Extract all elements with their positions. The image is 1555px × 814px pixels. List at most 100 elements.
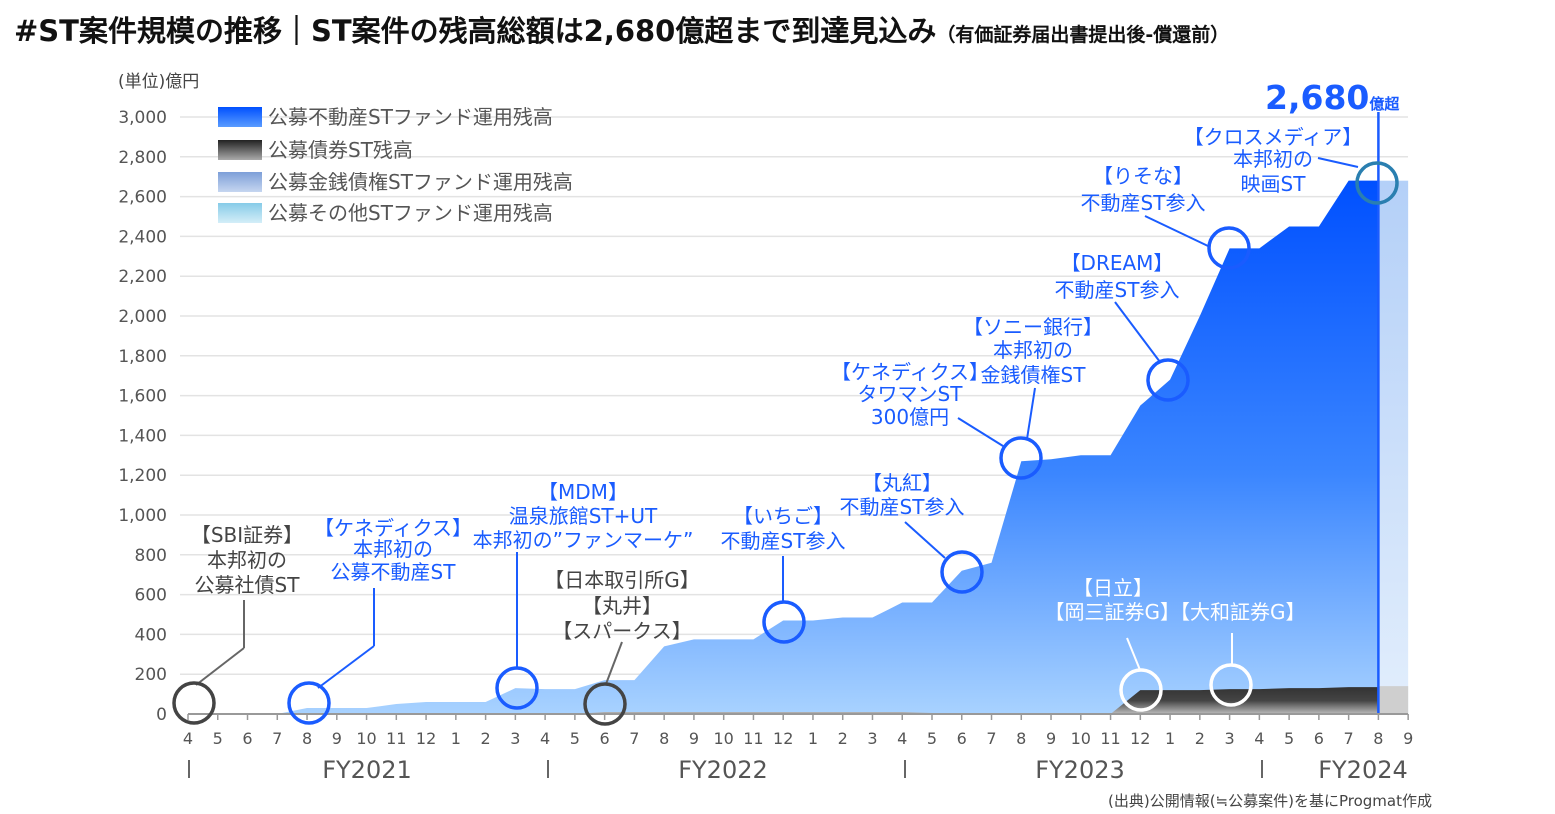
annotation-text: 【MDM】 <box>538 480 628 504</box>
annotation-text: 不動産ST参入 <box>840 495 965 519</box>
annotation-text: 【丸紅】 <box>862 471 942 495</box>
annotation-circle-marker <box>940 550 984 594</box>
annotation-leader <box>1144 215 1209 247</box>
annotation-leader <box>1126 637 1141 671</box>
annotation-text: 【クロスメディア】 <box>1184 125 1363 149</box>
annotation-text: 金銭債権ST <box>981 363 1087 387</box>
x-tick-label: 6 <box>600 729 610 748</box>
x-tick-label: 10 <box>714 729 734 748</box>
annotation-text: 温泉旅館ST+UT <box>509 504 658 528</box>
y-tick-label: 1,600 <box>118 387 167 407</box>
annotation-text: 【ケネディクス】 <box>314 516 472 540</box>
annotation-leader <box>317 645 375 689</box>
x-tick-label: 11 <box>386 729 406 748</box>
annotation-text: 【りそな】 <box>1093 164 1193 188</box>
legend-swatch <box>218 140 262 160</box>
y-tick-label: 2,800 <box>118 148 167 168</box>
page-title: #ST案件規模の推移｜ST案件の残高総額は2,680億超まで到達見込み（有価証券… <box>14 8 1229 50</box>
highlight-value: 2,680 <box>1265 78 1369 117</box>
x-tick-label: 12 <box>416 729 436 748</box>
x-tick-label: 9 <box>689 729 699 748</box>
annotation-circle-marker <box>1207 226 1251 270</box>
annotation-text: 300億円 <box>871 405 949 429</box>
annotation-circle-marker <box>1355 161 1399 205</box>
x-tick-label: 9 <box>1046 729 1056 748</box>
y-tick-label: 2,400 <box>118 227 167 247</box>
y-tick-label: 1,400 <box>118 426 167 446</box>
annotation-circle-marker <box>1119 668 1163 712</box>
x-tick-label: 4 <box>183 729 193 748</box>
annotation-text: 【日立】 <box>1073 576 1153 600</box>
x-tick-label: 7 <box>1344 729 1354 748</box>
y-tick-label: 2,600 <box>118 188 167 208</box>
y-tick-label: 1,200 <box>118 466 167 486</box>
x-tick-label: 11 <box>1100 729 1120 748</box>
annotation-leader <box>605 641 623 685</box>
x-tick-label: 8 <box>1373 729 1383 748</box>
annotation-text: 不動産ST参入 <box>1081 191 1206 215</box>
annotation-circle-marker <box>172 681 216 725</box>
x-tick-label: 8 <box>1016 729 1026 748</box>
title-sub: （有価証券届出書提出後-償還前） <box>936 24 1230 46</box>
annotation-leader <box>1317 157 1359 168</box>
title-main: #ST案件規模の推移｜ST案件の残高総額は2,680億超まで到達見込み <box>14 14 937 48</box>
x-tick-label: 2 <box>481 729 491 748</box>
annotation-circle-marker <box>1209 663 1253 707</box>
x-tick-label: 2 <box>838 729 848 748</box>
annotation-leader <box>904 521 946 559</box>
annotation-text: 【いちご】 <box>733 504 833 528</box>
annotation-text: 公募不動産ST <box>331 560 457 584</box>
x-tick-label: 8 <box>659 729 669 748</box>
annotation-text: 【日本取引所G】 <box>544 568 700 592</box>
annotation-text: 【ケネディクス】 <box>831 360 989 384</box>
x-tick-label: 11 <box>743 729 763 748</box>
x-tick-label: 5 <box>570 729 580 748</box>
y-tick-label: 2,200 <box>118 267 167 287</box>
legend-swatch <box>218 107 262 127</box>
forecast-area <box>1378 180 1409 714</box>
x-tick-label: 8 <box>302 729 312 748</box>
annotation-circle-marker <box>287 681 331 725</box>
legend-label: 公募債券ST残高 <box>268 138 413 162</box>
annotation-circle-marker <box>495 666 539 710</box>
annotation-text: 映画ST <box>1241 172 1307 196</box>
highlight-total: 2,680億超 <box>1265 78 1400 117</box>
annotation-circle-marker <box>999 436 1043 480</box>
y-axis-label: (単位)億円 <box>118 72 199 92</box>
x-tick-label: 7 <box>272 729 282 748</box>
x-tick-label: 10 <box>1071 729 1091 748</box>
annotation-text: 【ソニー銀行】 <box>963 315 1103 339</box>
annotation-text: 【岡三証券G】【大和証券G】 <box>1045 600 1306 624</box>
annotation-text: 本邦初の”ファンマーケ” <box>473 528 694 552</box>
source-note: (出典)公開情報(≒公募案件)を基にProgmat作成 <box>1108 792 1432 810</box>
x-tick-label: 9 <box>332 729 342 748</box>
x-tick-label: 3 <box>510 729 520 748</box>
annotation-text: 【SBI証券】 <box>191 523 303 547</box>
x-tick-label: 9 <box>1403 729 1413 748</box>
fiscal-year-label: FY2024 <box>1318 756 1408 784</box>
legend-swatch <box>218 172 262 192</box>
x-tick-label: 4 <box>540 729 550 748</box>
y-tick-label: 1,000 <box>118 506 167 526</box>
annotation-text: 本邦初の <box>207 548 287 572</box>
x-tick-label: 10 <box>356 729 376 748</box>
y-tick-label: 0 <box>156 705 167 725</box>
x-tick-label: 3 <box>867 729 877 748</box>
x-tick-label: 7 <box>986 729 996 748</box>
annotation-circle-marker <box>1146 358 1190 402</box>
forecast-bond-area <box>1378 686 1409 714</box>
x-tick-label: 6 <box>1314 729 1324 748</box>
fiscal-year-label: FY2023 <box>1035 756 1125 784</box>
area-bond <box>188 687 1379 714</box>
y-tick-label: 2,000 <box>118 307 167 327</box>
x-tick-label: 1 <box>451 729 461 748</box>
annotation-text: 本邦初の <box>353 537 433 561</box>
fiscal-year-label: FY2022 <box>678 756 768 784</box>
area-real-estate <box>188 180 1379 714</box>
y-tick-label: 200 <box>135 665 167 685</box>
annotation-text: 不動産ST参入 <box>1055 278 1180 302</box>
x-tick-label: 4 <box>897 729 907 748</box>
annotation-circle-marker <box>762 600 806 644</box>
fiscal-year-label: FY2021 <box>322 756 412 784</box>
x-tick-label: 2 <box>1195 729 1205 748</box>
